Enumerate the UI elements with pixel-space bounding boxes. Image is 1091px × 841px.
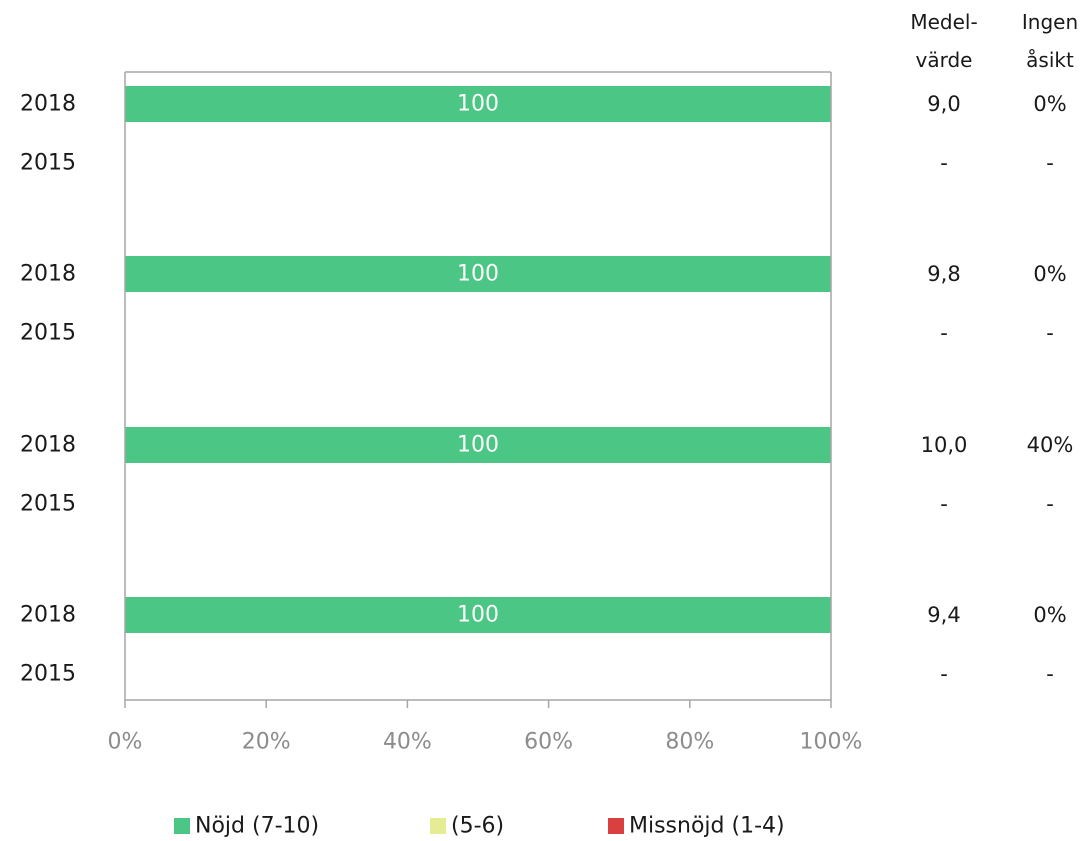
mean-value-cell: 9,4 (927, 603, 960, 627)
bar-segment (125, 256, 831, 292)
bar-data-label: 100 (457, 262, 499, 287)
table-header-line1: Medel- (910, 10, 977, 34)
bar-data-label: 100 (457, 433, 499, 458)
no-opinion-cell: 0% (1033, 262, 1066, 286)
legend-swatch (608, 818, 624, 834)
no-opinion-cell: 0% (1033, 92, 1066, 116)
no-opinion-cell: - (1046, 321, 1054, 345)
table-header-line1: Ingen (1022, 10, 1078, 34)
mean-value-cell: - (940, 151, 948, 175)
bar-segment (125, 86, 831, 122)
legend-swatch (174, 818, 190, 834)
table-header-line2: åsikt (1026, 48, 1074, 72)
mean-value-cell: 10,0 (921, 433, 968, 457)
legend: Nöjd (7-10) (5-6) Missnöjd (1-4) (174, 814, 785, 839)
x-tick-label: 0% (108, 730, 143, 755)
category-label: 2015 (20, 151, 76, 176)
mean-value-cell: 9,8 (927, 262, 960, 286)
bar-segment (125, 427, 831, 463)
category-label: 2018 (20, 433, 76, 458)
mean-value-cell: - (940, 662, 948, 686)
x-tick-labels: 0% 20% 40% 60% 80% 100% (108, 730, 863, 755)
category-label: 2018 (20, 92, 76, 117)
no-opinion-cell: - (1046, 151, 1054, 175)
x-tick-label: 20% (242, 730, 291, 755)
x-tick-label: 100% (800, 730, 863, 755)
bar-data-label: 100 (457, 92, 499, 117)
legend-swatch (430, 818, 446, 834)
category-labels: 2018 2015 2018 2015 2018 2015 2018 2015 (20, 92, 76, 687)
no-opinion-cell: 0% (1033, 603, 1066, 627)
legend-label: Missnöjd (1-4) (629, 814, 785, 839)
mean-value-cell: - (940, 492, 948, 516)
no-opinion-cell: - (1046, 662, 1054, 686)
mean-value-cell: - (940, 321, 948, 345)
x-tick-label: 80% (665, 730, 714, 755)
category-label: 2018 (20, 603, 76, 628)
category-label: 2018 (20, 262, 76, 287)
axes (124, 71, 832, 708)
mean-value-cell: 9,0 (927, 92, 960, 116)
bar-data-label: 100 (457, 603, 499, 628)
category-label: 2015 (20, 321, 76, 346)
no-opinion-cell: 40% (1027, 433, 1074, 457)
side-table: Medel-värde Ingen åsikt 9,0 0% - - 9,8 0% - - 10,0 4… (910, 10, 1078, 686)
x-tick-label: 40% (383, 730, 432, 755)
category-label: 2015 (20, 662, 76, 687)
no-opinion-cell: - (1046, 492, 1054, 516)
legend-label: Nöjd (7-10) (195, 814, 319, 839)
bars: 100 100 100 100 (125, 86, 831, 633)
table-header-line2: värde (916, 48, 973, 72)
category-label: 2015 (20, 492, 76, 517)
bar-segment (125, 597, 831, 633)
x-tick-label: 60% (524, 730, 573, 755)
legend-label: (5-6) (451, 814, 504, 839)
